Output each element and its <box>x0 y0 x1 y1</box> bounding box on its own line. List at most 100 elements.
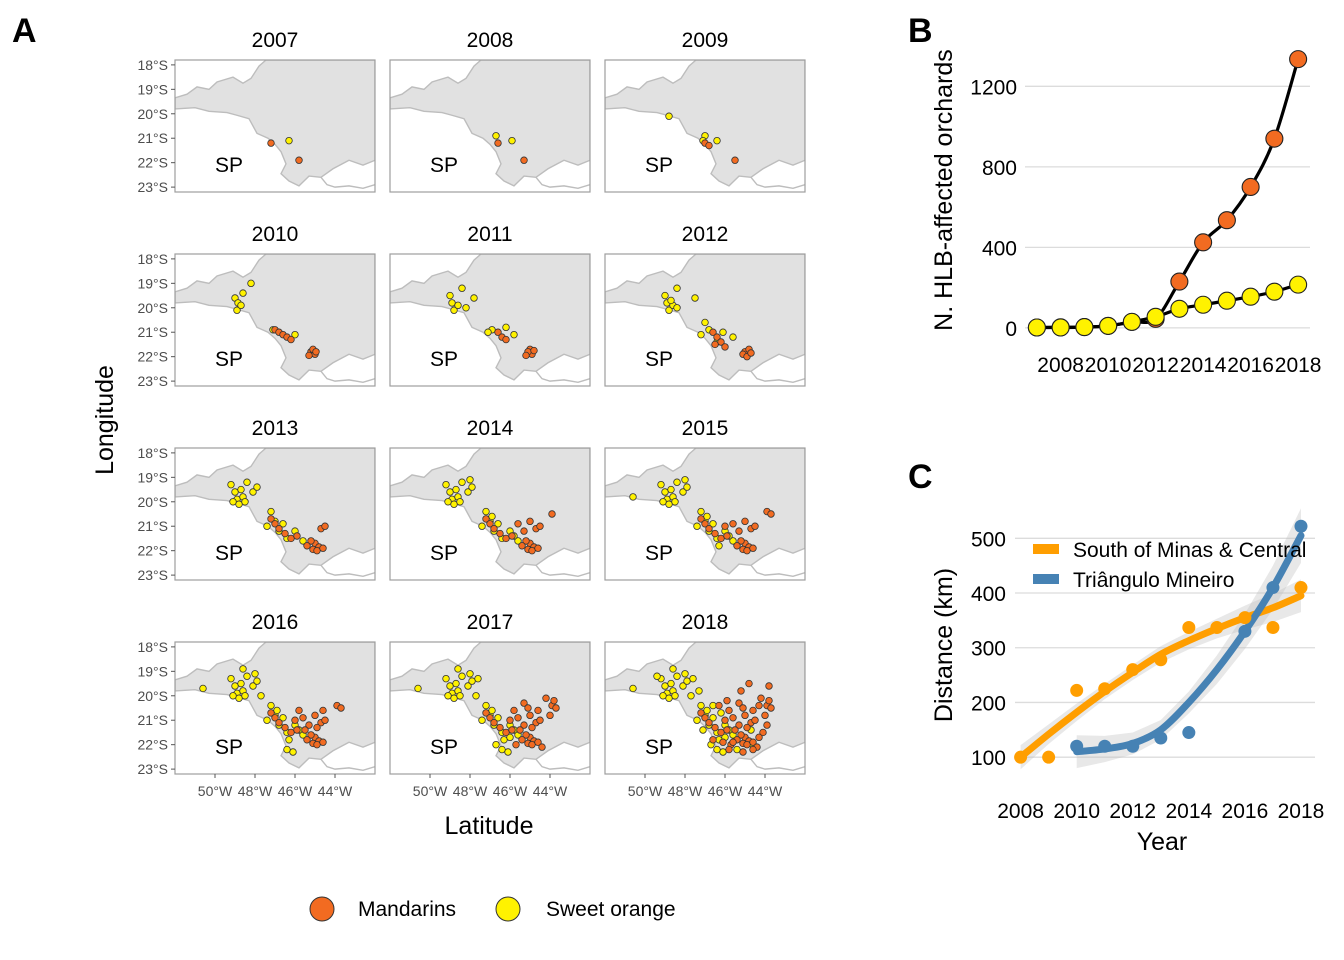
sweet-orange-point <box>257 692 265 700</box>
mandarins-point <box>275 524 283 533</box>
mandarins-point <box>307 731 315 739</box>
panel-letter-a: A <box>12 12 37 50</box>
mandarins-point <box>502 335 510 344</box>
sweet-orange-point <box>697 507 705 516</box>
facet-title: 2010 <box>252 223 299 246</box>
state-border <box>320 370 375 384</box>
land-region <box>175 60 375 187</box>
region-label-sp: SP <box>645 736 673 759</box>
series-point <box>1194 295 1213 314</box>
data-point <box>1014 750 1028 764</box>
sweet-orange-point <box>657 480 665 489</box>
map-facet-2012: SP 2012 <box>604 223 806 387</box>
mandarins-point <box>524 704 532 712</box>
mandarins-point <box>514 714 522 722</box>
facet-title: 2013 <box>252 417 299 440</box>
x-tick-label: 44°W <box>318 783 353 799</box>
x-tick-label: 50°W <box>628 783 663 799</box>
sweet-orange-point <box>470 294 478 302</box>
sweet-orange-point <box>673 304 681 312</box>
confidence-band <box>1076 508 1301 769</box>
series-line-1 <box>1036 283 1299 330</box>
facet-title: 2014 <box>467 417 514 440</box>
mandarins-point <box>721 716 729 724</box>
data-point <box>1070 739 1084 753</box>
sweet-orange-point <box>502 323 510 332</box>
y-tick-label: 18°S <box>137 251 168 267</box>
y-tick-label: 23°S <box>137 179 168 195</box>
x-tick-label: 2012 <box>1132 354 1179 377</box>
y-tick-label: 400 <box>982 237 1017 260</box>
mandarins-point <box>536 716 544 724</box>
mandarins-point <box>749 544 757 552</box>
mandarins-point <box>729 520 737 528</box>
mandarins-point <box>319 544 327 552</box>
x-tick-label: 50°W <box>198 783 233 799</box>
sweet-orange-point <box>239 289 247 297</box>
sweet-orange-point <box>492 132 500 140</box>
y-tick-label: 0 <box>1005 318 1017 341</box>
sweet-orange-point <box>717 709 725 717</box>
x-tick-label: 46°W <box>278 783 313 799</box>
x-tick-label: 2008 <box>1037 354 1084 377</box>
sweet-orange-point <box>673 478 681 486</box>
sweet-orange-point <box>665 306 673 314</box>
mandarins-point <box>757 694 765 702</box>
sweet-orange-point <box>508 136 516 145</box>
mandarins-point <box>299 714 307 722</box>
series-point <box>1265 282 1284 301</box>
sweet-orange-point <box>442 674 450 683</box>
series-point <box>1241 287 1260 306</box>
y-tick-label: 21°S <box>137 324 168 340</box>
sweet-orange-point <box>729 333 737 341</box>
sweet-orange-point <box>464 682 472 690</box>
mandarins-point <box>731 156 739 164</box>
data-point <box>1294 519 1308 533</box>
sweet-orange-point <box>683 483 691 491</box>
state-border <box>320 758 375 772</box>
mandarins-point <box>749 745 757 754</box>
sweet-orange-point <box>466 476 474 484</box>
mandarins-point <box>516 726 524 734</box>
x-tick-label: 48°W <box>668 783 703 799</box>
sweet-orange-point <box>263 522 271 530</box>
legend-item-0: Mandarins <box>309 896 456 922</box>
sweet-orange-point <box>263 716 271 724</box>
mandarins-point <box>749 706 757 715</box>
sweet-orange-point <box>243 672 251 680</box>
mandarins-point <box>510 706 518 715</box>
mandarins-point <box>536 522 544 530</box>
sweet-orange-point <box>679 488 687 496</box>
mandarins-point <box>739 748 747 756</box>
mandarins-point <box>709 736 717 744</box>
sweet-orange-point <box>713 745 721 754</box>
map-facet-2018: SP 2018 50°W 48°W 46°W 44°W <box>604 611 806 799</box>
mandarins-point <box>271 520 279 528</box>
mandarins-point <box>287 335 295 344</box>
y-tick-label: 20°S <box>137 494 168 510</box>
sweet-orange-point <box>464 488 472 496</box>
y-tick-label: 22°S <box>137 737 168 753</box>
sweet-orange-point <box>279 714 287 722</box>
mandarins-point <box>546 711 554 720</box>
mandarins-point <box>520 721 528 729</box>
data-point <box>1182 726 1196 740</box>
smooth-line-1 <box>1073 532 1305 756</box>
sweet-orange-point <box>243 478 251 486</box>
x-tick-label: 44°W <box>748 783 783 799</box>
y-tick-label: 23°S <box>137 761 168 777</box>
mandarins-point <box>526 711 534 720</box>
mandarins-point <box>311 711 319 720</box>
panel-letter-b: B <box>908 12 933 50</box>
sweet-orange-point <box>667 485 675 494</box>
map-facet-2016: SP 2016 18°S 19°S 20°S 21°S 22°S 23°S 50°W 48°W 46… <box>137 611 376 799</box>
land-region <box>390 60 590 187</box>
sweet-orange-point <box>466 670 474 678</box>
map-panel-frame <box>174 447 376 581</box>
y-tick-label: 19°S <box>137 663 168 679</box>
y-tick-label: 18°S <box>137 639 168 655</box>
series-point <box>1099 316 1118 335</box>
sweet-orange-point <box>251 670 259 678</box>
region-label-sp: SP <box>430 348 458 371</box>
mandarins-point <box>759 728 767 737</box>
